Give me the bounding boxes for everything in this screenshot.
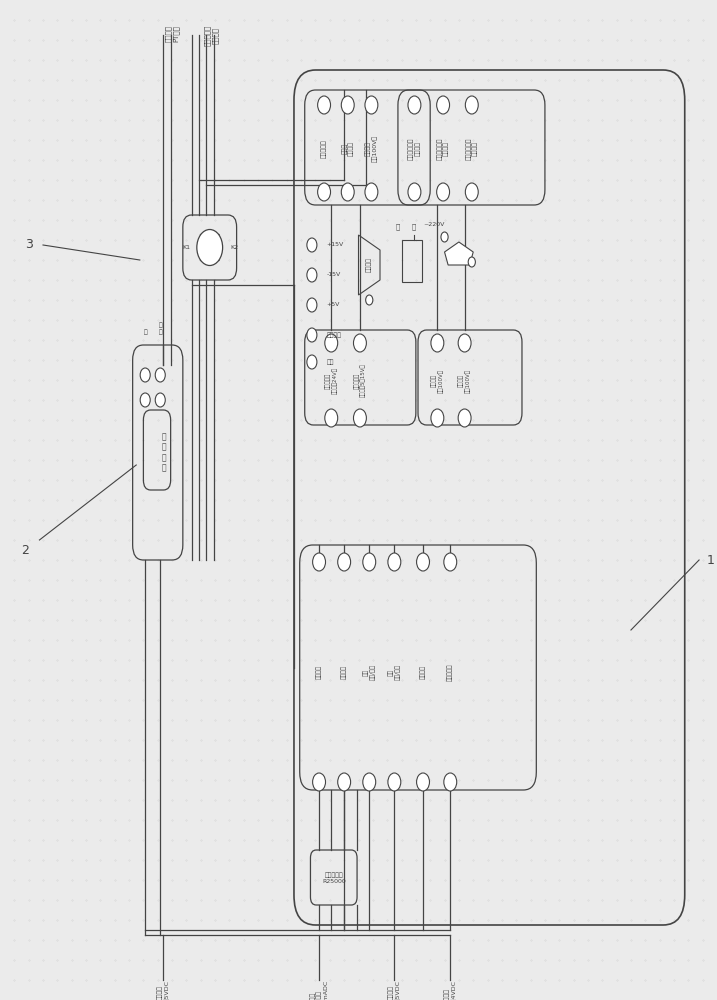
Circle shape [155,393,165,407]
Circle shape [140,368,151,382]
Text: 浆叶
中接/维辟: 浆叶 中接/维辟 [389,664,400,680]
Circle shape [313,773,326,791]
Circle shape [196,230,223,265]
Circle shape [318,96,331,114]
Circle shape [388,773,401,791]
Circle shape [458,334,471,352]
Text: 1: 1 [706,554,714,566]
Text: ~220V: ~220V [423,223,445,228]
Text: -15V: -15V [326,272,341,277]
Circle shape [338,773,351,791]
Circle shape [441,232,448,242]
Circle shape [365,96,378,114]
Circle shape [325,409,338,427]
Circle shape [458,409,471,427]
Circle shape [431,409,444,427]
Text: 输
出: 输 出 [158,323,162,335]
Circle shape [465,96,478,114]
Circle shape [417,773,429,791]
Circle shape [363,553,376,571]
Text: 复位: 复位 [326,359,333,365]
Text: 传感器电源
（输出，24V）: 传感器电源 （输出，24V） [326,367,337,394]
Circle shape [437,96,450,114]
Text: 仿真导叶主接
（输出）: 仿真导叶主接 （输出） [437,137,449,160]
Circle shape [155,368,165,382]
Text: 3: 3 [25,238,33,251]
Circle shape [365,183,378,201]
Text: 口定义输入: 口定义输入 [447,663,453,681]
Text: 系统正常: 系统正常 [326,332,341,338]
Circle shape [341,96,354,114]
Text: 2: 2 [22,544,29,556]
Text: 有功功率
0～5VDC: 有功功率 0～5VDC [158,980,169,1000]
Circle shape [408,96,421,114]
Text: K2: K2 [231,245,239,250]
Text: +15V: +15V [326,242,343,247]
Text: 调速器机构
输入端子: 调速器机构 输入端子 [204,25,219,46]
Text: 定子电压
0～5VDC: 定子电压 0～5VDC [389,980,400,1000]
Text: +5V: +5V [326,302,340,308]
Circle shape [307,328,317,342]
Circle shape [307,355,317,369]
Circle shape [318,183,331,201]
Circle shape [338,553,351,571]
Text: 测开关
辅助接点: 测开关 辅助接点 [342,141,353,156]
Text: 机组频率
（～100V）: 机组频率 （～100V） [366,135,377,162]
Text: 开: 开 [412,223,416,230]
Circle shape [366,295,373,305]
Text: 机端电压
（～100V）: 机端电压 （～100V） [432,369,443,393]
Circle shape [307,238,317,252]
Circle shape [437,183,450,201]
Text: 导叶
中接/维辟: 导叶 中接/维辟 [364,664,375,680]
Text: 浆叶主接: 浆叶主接 [341,665,347,679]
Text: 轴颗压力
0.8～4VDC: 轴颗压力 0.8～4VDC [445,980,456,1000]
Text: 传感器电源
（输出，5～15V）: 传感器电源 （输出，5～15V） [354,364,366,397]
Text: 电网电压
（～100V）: 电网电压 （～100V） [459,369,470,393]
Circle shape [431,334,444,352]
Text: 接力器
行程反馈
4～20mADC: 接力器 行程反馈 4～20mADC [310,980,328,1000]
Circle shape [388,553,401,571]
Text: 导叶主接: 导叶主接 [316,665,322,679]
Circle shape [353,334,366,352]
Circle shape [140,393,151,407]
Circle shape [353,409,366,427]
Circle shape [465,183,478,201]
Text: 隔离放大器
R25000: 隔离放大器 R25000 [322,872,346,884]
Circle shape [307,268,317,282]
Circle shape [444,553,457,571]
Text: 定子电网: 定子电网 [420,665,426,679]
Text: 同期合闸令: 同期合闸令 [321,139,327,158]
Polygon shape [445,242,473,265]
Bar [402,240,422,282]
Text: K1: K1 [182,245,190,250]
Text: 米: 米 [396,224,400,230]
Text: 机组出口
PT端子: 机组出口 PT端子 [165,25,179,42]
Circle shape [417,553,429,571]
Circle shape [313,553,326,571]
Circle shape [363,773,376,791]
Circle shape [444,773,457,791]
Text: 频: 频 [143,329,147,335]
Circle shape [468,257,475,267]
Circle shape [325,334,338,352]
Text: 仿真机组频率
（输出）: 仿真机组频率 （输出） [409,137,420,160]
Circle shape [341,183,354,201]
Text: 仿真浆叶主接
（输出）: 仿真浆叶主接 （输出） [466,137,478,160]
Circle shape [307,298,317,312]
Text: 通信接口: 通信接口 [366,257,372,272]
Circle shape [408,183,421,201]
Text: 有
功
输
入: 有 功 输 入 [161,432,166,473]
